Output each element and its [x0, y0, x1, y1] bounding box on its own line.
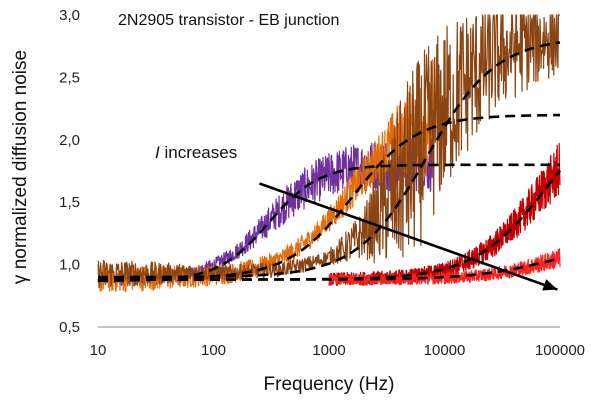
fit-curve	[98, 41, 561, 279]
series-line	[97, 14, 561, 289]
y-tick-label: 0,5	[59, 319, 80, 336]
fit-curve	[98, 257, 561, 281]
annotation-italic-symbol: I	[155, 143, 160, 162]
x-tick-label: 10	[90, 342, 107, 359]
fit-curve	[98, 113, 560, 280]
fit-curve	[98, 163, 560, 282]
x-tick-label: 10000	[424, 342, 466, 359]
annotation-text: increases	[160, 143, 237, 162]
annotation-label: I increases	[155, 143, 237, 162]
x-axis-title: Frequency (Hz)	[264, 374, 395, 395]
x-tick-label: 1000	[312, 342, 345, 359]
x-tick-label: 100	[201, 342, 226, 359]
arrow-head	[542, 279, 558, 291]
y-tick-label: 1,5	[59, 194, 80, 211]
y-tick-label: 3,0	[59, 7, 80, 24]
annotation-arrow	[259, 182, 558, 291]
chart-title: 2N2905 transistor - EB junction	[118, 12, 339, 29]
y-tick-label: 1,0	[59, 257, 80, 274]
series-line	[328, 248, 561, 286]
y-tick-label: 2,5	[59, 69, 80, 86]
x-tick-label: 100000	[535, 342, 585, 359]
arrow-line	[259, 182, 558, 291]
y-axis-title: γ normalized diffusion noise	[10, 50, 31, 284]
fit-curves-layer	[98, 41, 562, 282]
y-tick-label: 2,0	[59, 132, 80, 149]
tick-labels-layer: 10 100 1000 10000 100000 0,5 1,0 1,5 2,0 2,5 3,0	[59, 7, 585, 359]
